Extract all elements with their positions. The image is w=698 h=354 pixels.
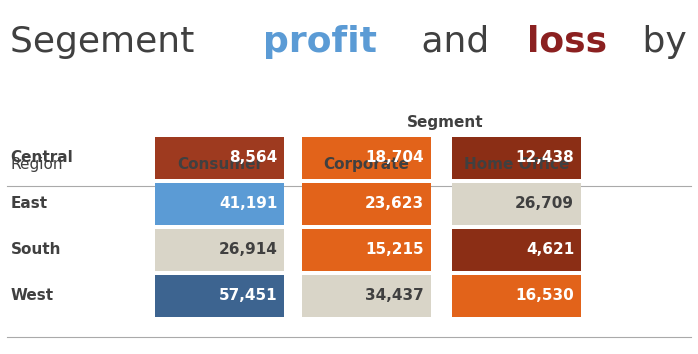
Text: and: and (410, 25, 501, 59)
Text: profit: profit (263, 25, 377, 59)
Text: Corporate: Corporate (323, 157, 410, 172)
Text: 26,914: 26,914 (218, 242, 277, 257)
Text: Home Office: Home Office (464, 157, 569, 172)
Text: 34,437: 34,437 (365, 289, 424, 303)
Text: 57,451: 57,451 (219, 289, 277, 303)
Text: Central: Central (10, 150, 73, 165)
Text: 15,215: 15,215 (366, 242, 424, 257)
Text: 4,621: 4,621 (526, 242, 574, 257)
FancyBboxPatch shape (452, 275, 581, 317)
Text: 12,438: 12,438 (515, 150, 574, 165)
FancyBboxPatch shape (302, 137, 431, 179)
Text: 23,623: 23,623 (365, 196, 424, 211)
Text: Region: Region (10, 157, 63, 172)
Text: Segment: Segment (407, 115, 483, 130)
FancyBboxPatch shape (155, 229, 285, 271)
Text: South: South (10, 242, 61, 257)
FancyBboxPatch shape (155, 183, 285, 225)
FancyBboxPatch shape (155, 275, 285, 317)
FancyBboxPatch shape (155, 137, 285, 179)
FancyBboxPatch shape (302, 229, 431, 271)
Text: 41,191: 41,191 (219, 196, 277, 211)
Text: West: West (10, 289, 54, 303)
Text: 8,564: 8,564 (229, 150, 277, 165)
Text: by Region: by Region (631, 25, 698, 59)
Text: loss: loss (528, 25, 607, 59)
Text: 26,709: 26,709 (515, 196, 574, 211)
Text: East: East (10, 196, 47, 211)
Text: 16,530: 16,530 (515, 289, 574, 303)
FancyBboxPatch shape (452, 229, 581, 271)
Text: Consumer: Consumer (177, 157, 263, 172)
FancyBboxPatch shape (302, 183, 431, 225)
FancyBboxPatch shape (452, 183, 581, 225)
Text: Segement: Segement (10, 25, 207, 59)
FancyBboxPatch shape (302, 275, 431, 317)
Text: 18,704: 18,704 (366, 150, 424, 165)
FancyBboxPatch shape (452, 137, 581, 179)
